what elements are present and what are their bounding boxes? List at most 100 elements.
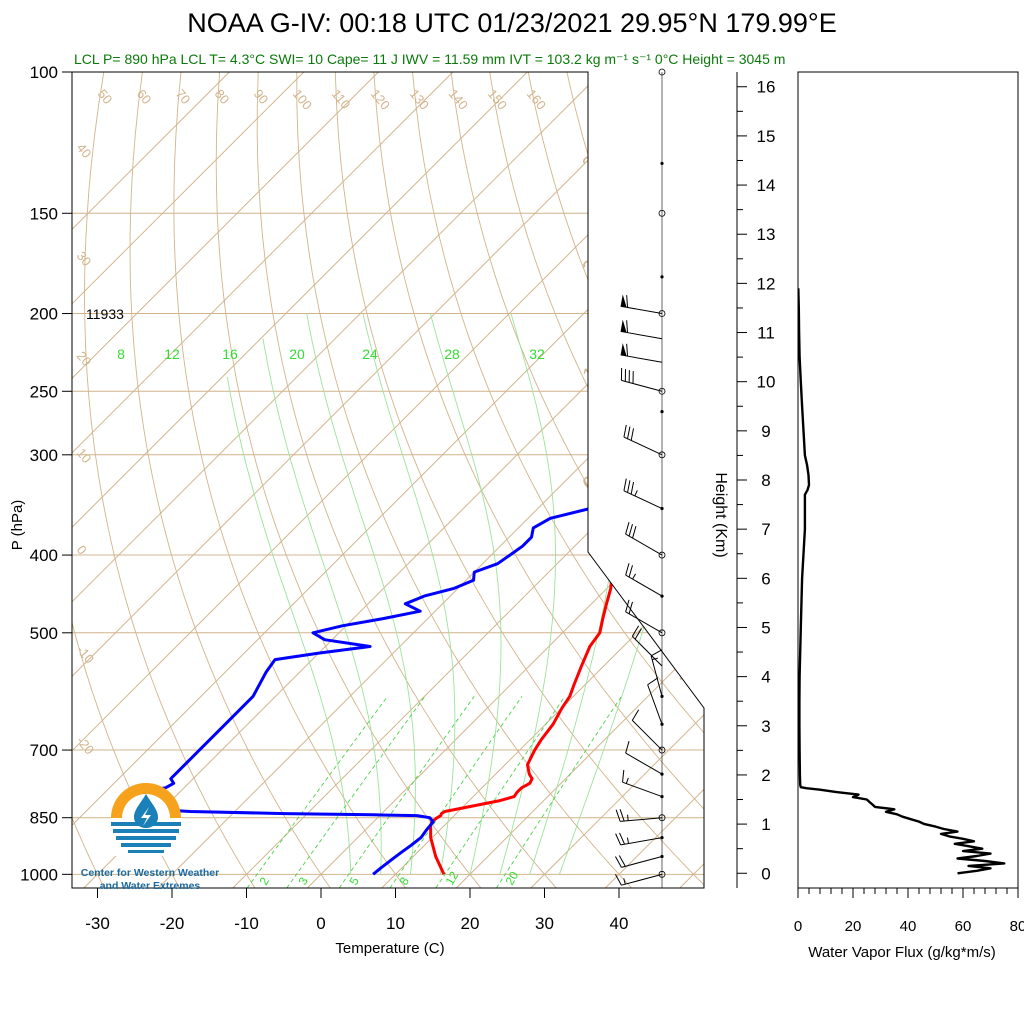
wind-barb-feather (626, 295, 629, 308)
skew-t-upper-right-mask (588, 72, 704, 708)
dry-adiabat-line (72, 816, 105, 888)
dry-adiabat-line (334, 72, 704, 886)
wind-barb-feather (615, 833, 622, 846)
wind-level-circle (658, 68, 666, 76)
height-tick-label: 10 (757, 373, 776, 392)
height-tick-label: 15 (757, 127, 776, 146)
wind-barb-feather (634, 628, 642, 640)
mixing-ratio-line (286, 696, 426, 888)
x-axis-title: Temperature (C) (335, 940, 444, 957)
height-axis-title: Height (Km) (712, 472, 729, 557)
isotherm-left-label: -10 (74, 642, 98, 666)
dry-adiabat-line (173, 72, 406, 888)
wind-barb-feather (628, 565, 633, 578)
flux-x-tick-label: 40 (900, 918, 917, 935)
height-tick-label: 5 (761, 618, 770, 637)
wind-level-circle (658, 870, 666, 878)
wind-level-dot (660, 854, 664, 859)
wind-barb-feather (615, 809, 621, 822)
height-tick-label: 6 (761, 569, 770, 588)
wind-level-dot (660, 409, 664, 414)
wind-level-circle (658, 551, 666, 559)
temperature-tick-label: -20 (160, 914, 185, 933)
isotherm-top-label: 120 (368, 86, 393, 112)
moist-adiabat-line (429, 313, 502, 875)
height-tick-label: 1 (761, 815, 770, 834)
isotherm-line (157, 341, 704, 888)
temperature-tick-label: 30 (535, 914, 554, 933)
wind-barb-staff (625, 752, 663, 775)
height-tick-label: 12 (757, 274, 776, 293)
isotherm-top-label: 70 (173, 86, 194, 107)
wind-barb-feather (631, 625, 640, 637)
mixing-ratio-lower-label: 3 (295, 874, 311, 887)
wind-barbs (614, 68, 666, 888)
isotherm-line (72, 72, 379, 380)
wind-barb-half-feather (634, 490, 638, 497)
mixing-ratio-label: 28 (444, 346, 460, 362)
logo-caption-line1: Center for Western Weather (80, 867, 220, 879)
mixing-ratio-lower-label: 12 (442, 869, 461, 888)
temperature-profile-line (429, 413, 704, 875)
wind-barb-staff (625, 574, 663, 597)
wind-barb-feather (647, 677, 659, 686)
wind-barb-feather (630, 428, 635, 441)
isotherm-line (72, 72, 230, 231)
wind-barb-staff (623, 490, 663, 509)
flux-x-tick-label: 0 (794, 918, 802, 935)
wind-barb-half-feather (626, 837, 630, 844)
chart-title: NOAA G-IV: 00:18 UTC 01/23/2021 29.95°N … (187, 8, 837, 38)
wind-level-circle (658, 629, 666, 637)
wind-barb-feather (622, 769, 625, 783)
isotherm-left-label: -20 (74, 733, 98, 757)
wind-barb-staff (621, 873, 663, 886)
isotherm-line (72, 72, 305, 305)
dry-adiabat-line (798, 72, 1024, 888)
height-tick-label: 13 (757, 225, 776, 244)
wind-barb-half-feather (632, 573, 636, 580)
temperature-tick-label: 10 (386, 914, 405, 933)
wind-level-dot (660, 836, 664, 840)
height-tick-label: 11 (757, 324, 775, 343)
wind-barb-feather (623, 424, 627, 438)
isotherm-line (72, 72, 454, 454)
isotherm-top-label: 110 (329, 86, 354, 112)
temperature-tick-label: 20 (461, 914, 480, 933)
wind-level-dot (660, 275, 664, 279)
wind-barb-feather (614, 856, 622, 868)
dry-adiabat-line (450, 72, 704, 657)
dry-adiabat-line (72, 620, 180, 888)
isotherm-line (530, 714, 704, 888)
wind-level-dot (660, 772, 664, 776)
mixing-ratio-line (338, 696, 475, 888)
mixing-ratio-line (496, 696, 622, 888)
wind-barb-half-feather (627, 814, 629, 821)
isotherm-line (381, 565, 704, 888)
temperature-tick-label: 40 (610, 914, 629, 933)
isotherm-line (679, 863, 704, 888)
pressure-tick-label: 100 (30, 63, 58, 82)
wind-level-dot (660, 161, 664, 166)
dry-adiabat-line (412, 72, 704, 734)
pressure-tick-label: 250 (30, 382, 58, 401)
wind-level-circle (658, 387, 666, 395)
isotherm-line (72, 72, 528, 529)
wind-barb-feather (650, 649, 663, 657)
height-tick-label: 7 (761, 520, 770, 539)
wind-barb-feather (614, 874, 622, 886)
logo-caption-line2: and Water Extremes (99, 880, 201, 892)
y-axis-title: P (hPa) (9, 500, 26, 551)
dry-adiabat-line (373, 72, 704, 810)
chart-stats-line: LCL P= 890 hPa LCL T= 4.3°C SWI= 10 Cape… (74, 51, 786, 67)
wind-level-circle (658, 814, 666, 822)
flux-x-tick-label: 20 (845, 918, 862, 935)
wind-barb-staff (650, 655, 663, 697)
height-tick-label: 16 (757, 78, 776, 97)
pressure-tick-label: 1000 (20, 865, 58, 884)
skew-t-frame: 3020100-10-20-30812162024283223581220100… (9, 63, 708, 957)
mixing-ratio-label: 12 (164, 346, 180, 362)
wind-barb-staff (622, 781, 663, 798)
pressure-tick-label: 150 (30, 204, 58, 223)
pressure-tick-label: 300 (30, 446, 58, 465)
